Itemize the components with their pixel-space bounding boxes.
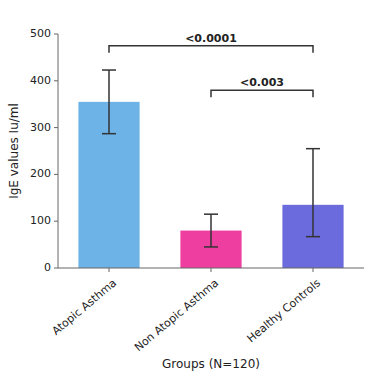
error-bar	[102, 70, 116, 134]
x-tick-label: Atopic Asthma	[49, 276, 119, 337]
significance-bracket	[211, 90, 313, 97]
significance-label: <0.003	[240, 76, 284, 89]
chart-svg: 0 100 200 300 400 500 Atopic AsthmaNon Atopic …	[0, 0, 376, 376]
error-cap	[306, 148, 320, 150]
significance-label: <0.0001	[185, 32, 237, 45]
x-axis-label: Groups (N=120)	[162, 357, 260, 371]
error-cap	[204, 213, 218, 215]
x-tick	[313, 268, 314, 272]
error-stem	[108, 70, 110, 134]
y-axis-line	[58, 34, 59, 268]
y-tick	[54, 221, 58, 222]
y-tick-label: 400	[30, 74, 51, 87]
error-cap	[102, 69, 116, 71]
error-cap	[204, 246, 218, 248]
chart-container: 0 100 200 300 400 500 Atopic AsthmaNon Atopic …	[0, 0, 376, 376]
error-bar	[306, 149, 320, 237]
y-tick	[54, 34, 58, 35]
x-tick-label: Non Atopic Asthma	[132, 276, 221, 354]
y-tick	[54, 80, 58, 81]
y-tick-label: 200	[30, 167, 51, 180]
y-tick-label: 0	[44, 261, 51, 274]
plot-area	[78, 70, 343, 268]
y-axis-label: IgE values Iu/ml	[7, 103, 21, 199]
error-cap	[306, 236, 320, 238]
error-stem	[210, 214, 212, 247]
error-stem	[312, 149, 314, 237]
x-tick	[211, 268, 212, 272]
y-tick	[54, 268, 58, 269]
significance-bracket	[109, 46, 313, 53]
error-bar	[204, 214, 218, 247]
y-tick	[54, 127, 58, 128]
x-tick	[109, 268, 110, 272]
error-cap	[102, 133, 116, 135]
y-tick-label: 300	[30, 121, 51, 134]
y-tick-label: 500	[30, 27, 51, 40]
x-tick-label: Healthy Controls	[245, 276, 324, 345]
y-tick-label: 100	[30, 214, 51, 227]
y-tick	[54, 174, 58, 175]
